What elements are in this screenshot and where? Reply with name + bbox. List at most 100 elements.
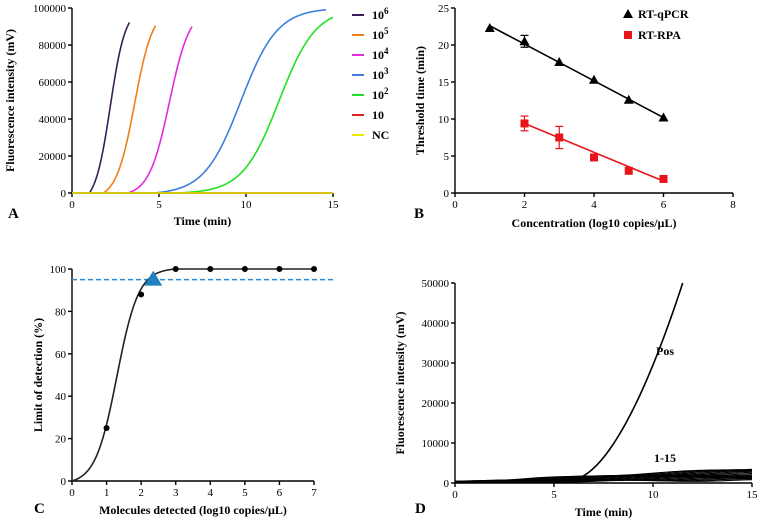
y-tick-label: 5: [444, 151, 450, 163]
x-tick-label: 4: [208, 487, 214, 499]
x-tick-label: 0: [69, 487, 75, 499]
y-tick-label: 20000: [422, 398, 450, 410]
y-axis-title: Fluorescence intensity (mV): [393, 311, 407, 454]
x-tick-label: 10: [648, 489, 660, 501]
legend-label: 10: [372, 108, 384, 122]
data-point-square: [590, 153, 598, 162]
y-tick-label: 0: [61, 188, 67, 200]
legend-label: 102: [372, 86, 389, 102]
y-tick-label: 25: [438, 3, 450, 15]
y-axis-title: Threshold time (min): [413, 46, 427, 155]
annotation-negatives: 1-15: [654, 451, 676, 465]
data-point-triangle: [554, 57, 565, 67]
legend-marker: [624, 31, 632, 39]
legend-label-exponent: 4: [384, 46, 389, 56]
x-axis-title: Molecules detected (log10 copies/µL): [99, 503, 287, 517]
x-tick-label: 15: [328, 199, 340, 211]
x-tick-label: 0: [69, 199, 75, 211]
x-tick-label: 15: [747, 489, 759, 501]
legend-label-exponent: 6: [384, 6, 389, 16]
data-point: [276, 266, 283, 272]
data-point: [207, 266, 214, 272]
legend-label-base: 10: [372, 68, 384, 82]
y-tick-label: 100: [50, 264, 67, 276]
legend-label: 103: [372, 66, 389, 82]
x-tick-label: 8: [730, 199, 736, 211]
x-tick-label: 0: [452, 199, 458, 211]
x-tick-label: 10: [241, 199, 253, 211]
data-point-triangle: [589, 74, 599, 84]
x-tick-label: 7: [311, 487, 317, 499]
y-tick-label: 50000: [422, 278, 450, 290]
y-tick-label: 20: [438, 40, 450, 52]
annotation-pos: Pos: [656, 344, 674, 358]
legend-label-base: 10: [372, 8, 384, 22]
panel-c: 0 1 2 3 4 5 6 7 0 20 40 60 80 100 Molecules detected (…: [31, 264, 333, 517]
lod-marker-triangle: [144, 270, 163, 286]
panel-letter: A: [8, 206, 19, 222]
legend-label-base: 10: [372, 108, 384, 122]
x-tick-label: 4: [591, 199, 597, 211]
legend-label: 105: [372, 26, 389, 42]
panel-b: 0 2 4 6 8 0 5 10 15 20 25 Concentration (log10 copi…: [413, 3, 736, 230]
series-line-2: [72, 26, 193, 194]
y-tick-label: 80: [55, 306, 67, 318]
x-tick-label: 6: [661, 199, 667, 211]
legend-marker: [623, 9, 633, 18]
x-axis-title: Time (min): [575, 505, 632, 519]
y-tick-label: 20000: [39, 151, 67, 163]
y-tick-label: 10: [438, 114, 450, 126]
y-tick-label: 30000: [422, 358, 450, 370]
legend-label: 104: [372, 46, 389, 62]
legend-label-exponent: 5: [384, 26, 389, 36]
y-tick-label: 40: [55, 391, 67, 403]
x-tick-label: 3: [173, 487, 179, 499]
y-tick-label: 0: [61, 476, 67, 488]
y-tick-label: 80000: [39, 40, 67, 52]
legend-label-base: NC: [372, 128, 389, 142]
legend-label: NC: [372, 128, 389, 142]
data-point-triangle: [658, 112, 669, 122]
legend-label: RT-qPCR: [638, 7, 689, 21]
data-point-square: [520, 119, 529, 128]
x-axis-title: Concentration (log10 copies/µL): [512, 216, 677, 230]
legend-label: RT-RPA: [638, 28, 681, 42]
x-tick-label: 5: [551, 489, 557, 501]
data-point-square: [555, 133, 564, 142]
legend-label-exponent: 2: [384, 86, 389, 96]
y-axis-title: Limit of detection (%): [31, 318, 45, 432]
panel-d: 0 5 10 15 0 10000 20000 30000 40000 50000 Time (mi…: [393, 278, 758, 519]
data-point: [103, 425, 110, 431]
data-point: [172, 266, 179, 272]
legend-label-base: 10: [372, 88, 384, 102]
series-line-4: [72, 16, 334, 194]
data-point-triangle: [623, 94, 634, 104]
panel-letter: D: [415, 501, 426, 517]
y-tick-label: 40000: [39, 114, 67, 126]
y-tick-label: 0: [444, 478, 450, 490]
series-line-3: [72, 8, 327, 194]
x-tick-label: 5: [242, 487, 248, 499]
y-tick-label: 15: [438, 77, 450, 89]
legend-label: 106: [372, 6, 389, 22]
x-tick-label: 6: [277, 487, 283, 499]
data-point-triangle: [519, 36, 530, 46]
x-tick-label: 0: [452, 489, 458, 501]
series-line-1: [72, 25, 157, 194]
data-point: [311, 266, 317, 272]
probit-curve: [71, 268, 314, 482]
y-tick-label: 60: [55, 349, 67, 361]
positive-trace: [454, 282, 684, 483]
y-tick-label: 20: [55, 434, 67, 446]
y-axis-title: Fluorescence intensity (mV): [3, 29, 17, 172]
y-tick-label: 10000: [422, 438, 450, 450]
y-tick-label: 60000: [39, 77, 67, 89]
x-tick-label: 2: [138, 487, 144, 499]
data-point: [241, 266, 248, 272]
x-tick-label: 2: [522, 199, 528, 211]
x-tick-label: 5: [156, 199, 162, 211]
legend-label-base: 10: [372, 48, 384, 62]
fit-line-0: [489, 25, 664, 119]
fit-line-1: [524, 122, 664, 182]
